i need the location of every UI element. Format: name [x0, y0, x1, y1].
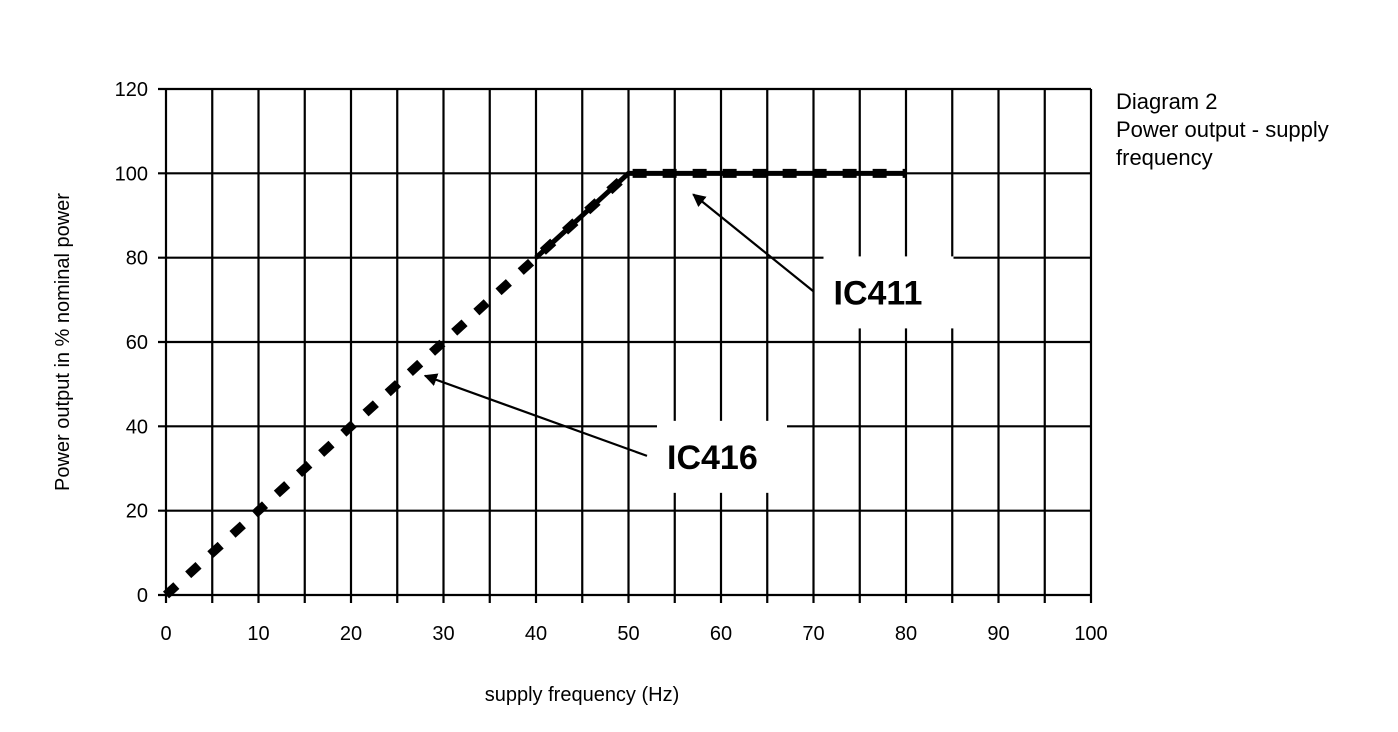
grid	[158, 87, 1093, 603]
x-tick-label: 10	[247, 623, 269, 645]
x-tick-label: 100	[1074, 623, 1107, 645]
y-tick-label: 100	[115, 163, 148, 185]
callout-label: IC411	[834, 274, 923, 312]
x-tick-label: 0	[160, 623, 171, 645]
annotations: IC411 IC416	[423, 193, 954, 493]
plot-lines	[162, 168, 906, 599]
callout-label-box	[823, 256, 954, 329]
callout-label-box	[657, 420, 787, 493]
y-tick-label: 0	[137, 585, 148, 607]
tick-labels: 0 10 20 30 40 50 60 70 80 90 100 0 20 40 60 80 100 120	[115, 79, 1108, 645]
series-line-ic411	[534, 170, 906, 260]
x-tick-label: 90	[987, 623, 1009, 645]
y-tick-label: 80	[126, 248, 148, 270]
x-tick-label: 80	[895, 623, 917, 645]
x-tick-label: 50	[617, 623, 639, 645]
x-tick-label: 70	[802, 623, 824, 645]
x-tick-label: 60	[710, 623, 732, 645]
y-tick-label: 60	[126, 332, 148, 354]
x-tick-label: 40	[525, 623, 547, 645]
y-tick-label: 40	[126, 416, 148, 438]
callout-arrow	[692, 193, 815, 293]
caption-line-1: Diagram 2	[1116, 89, 1218, 114]
callout-label: IC416	[667, 439, 758, 477]
y-tick-label: 20	[126, 501, 148, 523]
callout-arrow	[423, 373, 648, 457]
x-axis-title: supply frequency (Hz)	[485, 684, 680, 706]
caption-line-2: Power output - supply	[1116, 117, 1329, 142]
y-tick-label: 120	[115, 79, 148, 101]
x-tick-label: 20	[340, 623, 362, 645]
x-tick-label: 30	[432, 623, 454, 645]
diagram-caption: Diagram 2 Power output - supply frequenc…	[1116, 88, 1329, 172]
caption-line-3: frequency	[1116, 145, 1213, 170]
y-axis-title: Power output in % nominal power	[52, 193, 74, 491]
